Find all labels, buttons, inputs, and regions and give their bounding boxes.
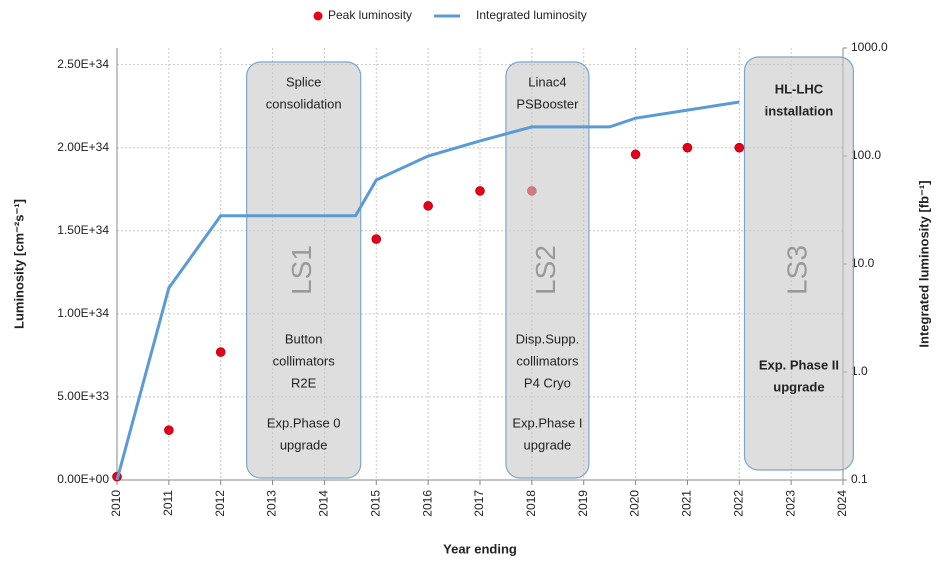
y-axis-title: Luminosity [cm⁻²s⁻¹] — [11, 199, 26, 329]
period-text: consolidation — [266, 96, 342, 111]
period-text: collimators — [273, 353, 336, 368]
period-text: Disp.Supp. — [516, 331, 580, 346]
x-tick-label: 2013 — [265, 490, 279, 517]
x-tick-label: 2011 — [161, 490, 175, 516]
x-tick-label: 2014 — [317, 490, 331, 517]
x-tick-label: 2010 — [109, 490, 123, 517]
period-label: LS1 — [286, 245, 317, 295]
period-box — [505, 61, 590, 479]
period-text: upgrade — [773, 379, 824, 394]
y-tick-label: 1.00E+34 — [57, 306, 109, 320]
y2-tick-label: 0.1 — [851, 472, 868, 486]
point — [423, 201, 433, 211]
x-tick-label: 2016 — [420, 490, 434, 517]
period-text: PSBooster — [516, 96, 579, 111]
y2-tick-label: 100.0 — [851, 148, 881, 162]
legend-marker — [313, 11, 323, 21]
y-tick-label: 5.00E+33 — [57, 389, 109, 403]
period-text: Linac4 — [528, 74, 566, 89]
point — [682, 142, 693, 153]
period-box — [246, 61, 362, 479]
legend-label: Integrated luminosity — [476, 8, 587, 22]
x-tick-label: 2017 — [472, 490, 486, 517]
x-tick-label: 2024 — [835, 490, 849, 517]
period-label: LS3 — [781, 245, 812, 295]
legend-label: Peak luminosity — [328, 8, 412, 22]
period-text: upgrade — [524, 437, 572, 452]
y-tick-label: 0.00E+00 — [57, 472, 109, 486]
x-tick-label: 2019 — [576, 490, 590, 517]
x-tick-label: 2021 — [680, 490, 694, 517]
line — [115, 100, 740, 481]
period-text: HL-LHC — [775, 81, 824, 96]
x-tick-label: 2018 — [524, 490, 538, 517]
point — [371, 234, 382, 244]
y2-tick-label: 10.0 — [851, 256, 875, 270]
period-label: LS2 — [530, 245, 561, 295]
period-box — [743, 56, 854, 471]
period-text: Exp.Phase I — [512, 415, 582, 430]
y-tick-label: 1.50E+34 — [57, 223, 109, 237]
y-tick-label: 2.00E+34 — [57, 140, 109, 154]
y2-tick-label: 1.0 — [851, 364, 868, 378]
y2-tick-label: 1000.0 — [851, 40, 888, 54]
x-axis-title: Year ending — [443, 541, 517, 556]
y-tick-label: 2.50E+34 — [57, 57, 109, 71]
x-tick-label: 2020 — [628, 490, 642, 517]
point — [215, 347, 226, 357]
period-text: Exp. Phase II — [759, 357, 839, 372]
x-tick-label: 2022 — [731, 490, 745, 517]
point — [164, 425, 174, 435]
period-text: installation — [765, 103, 834, 118]
period-text: R2E — [291, 375, 317, 390]
point — [734, 142, 745, 153]
period-text: Splice — [286, 74, 321, 89]
x-tick-label: 2023 — [783, 490, 797, 517]
point — [630, 149, 641, 160]
y2-axis-title: Integrated luminosity [fb⁻¹] — [916, 180, 931, 347]
period-text: Exp.Phase 0 — [267, 415, 341, 430]
x-tick-label: 2012 — [213, 490, 227, 517]
point — [475, 186, 485, 196]
period-text: Button — [285, 331, 323, 346]
period-text: upgrade — [280, 437, 328, 452]
period-text: collimators — [516, 353, 579, 368]
period-text: P4 Cryo — [524, 375, 571, 390]
x-tick-label: 2015 — [368, 490, 382, 517]
